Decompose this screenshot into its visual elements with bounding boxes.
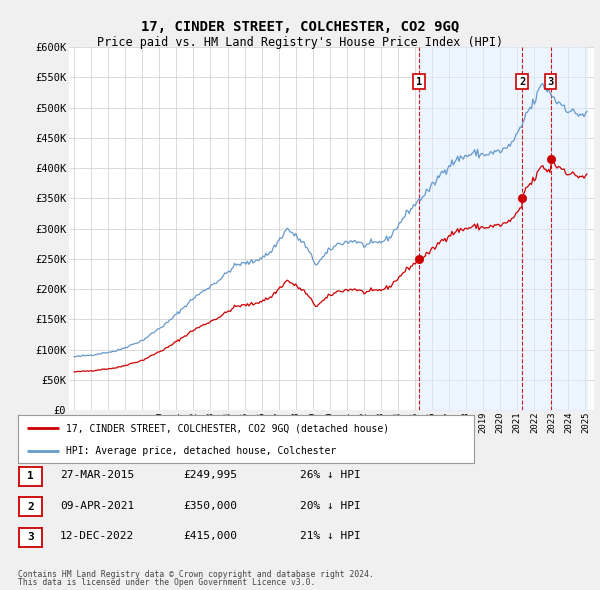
Text: 17, CINDER STREET, COLCHESTER, CO2 9GQ (detached house): 17, CINDER STREET, COLCHESTER, CO2 9GQ (… bbox=[66, 423, 389, 433]
Text: £350,000: £350,000 bbox=[183, 501, 237, 510]
Text: 1: 1 bbox=[416, 77, 422, 87]
Text: 27-MAR-2015: 27-MAR-2015 bbox=[60, 470, 134, 480]
Text: This data is licensed under the Open Government Licence v3.0.: This data is licensed under the Open Gov… bbox=[18, 578, 316, 587]
Text: Price paid vs. HM Land Registry's House Price Index (HPI): Price paid vs. HM Land Registry's House … bbox=[97, 36, 503, 49]
Text: 2: 2 bbox=[519, 77, 525, 87]
Text: HPI: Average price, detached house, Colchester: HPI: Average price, detached house, Colc… bbox=[66, 446, 336, 456]
Text: 3: 3 bbox=[547, 77, 554, 87]
Text: Contains HM Land Registry data © Crown copyright and database right 2024.: Contains HM Land Registry data © Crown c… bbox=[18, 570, 374, 579]
Text: 26% ↓ HPI: 26% ↓ HPI bbox=[300, 470, 361, 480]
Text: 21% ↓ HPI: 21% ↓ HPI bbox=[300, 532, 361, 541]
Text: 1: 1 bbox=[27, 471, 34, 481]
Text: 17, CINDER STREET, COLCHESTER, CO2 9GQ: 17, CINDER STREET, COLCHESTER, CO2 9GQ bbox=[141, 19, 459, 34]
Text: £415,000: £415,000 bbox=[183, 532, 237, 541]
Text: 2: 2 bbox=[27, 502, 34, 512]
Text: 3: 3 bbox=[27, 533, 34, 542]
Text: 20% ↓ HPI: 20% ↓ HPI bbox=[300, 501, 361, 510]
Text: 09-APR-2021: 09-APR-2021 bbox=[60, 501, 134, 510]
Text: £249,995: £249,995 bbox=[183, 470, 237, 480]
Text: 12-DEC-2022: 12-DEC-2022 bbox=[60, 532, 134, 541]
